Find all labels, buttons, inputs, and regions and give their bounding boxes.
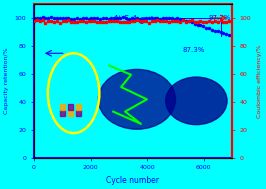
- Text: At 5 A g⁻¹: At 5 A g⁻¹: [113, 15, 153, 24]
- Y-axis label: Coulombic efficiency/%: Coulombic efficiency/%: [257, 44, 262, 118]
- Bar: [60, 110, 65, 116]
- Y-axis label: Capacity retention/%: Capacity retention/%: [4, 48, 9, 114]
- Circle shape: [98, 69, 176, 129]
- Bar: [68, 104, 73, 110]
- X-axis label: Cycle number: Cycle number: [106, 176, 160, 185]
- Bar: [76, 110, 81, 116]
- Text: 97.7%: 97.7%: [208, 15, 231, 21]
- Bar: [60, 104, 65, 110]
- Bar: [76, 104, 81, 110]
- Circle shape: [166, 77, 227, 125]
- Text: 87.3%: 87.3%: [182, 47, 205, 53]
- Bar: [68, 110, 73, 116]
